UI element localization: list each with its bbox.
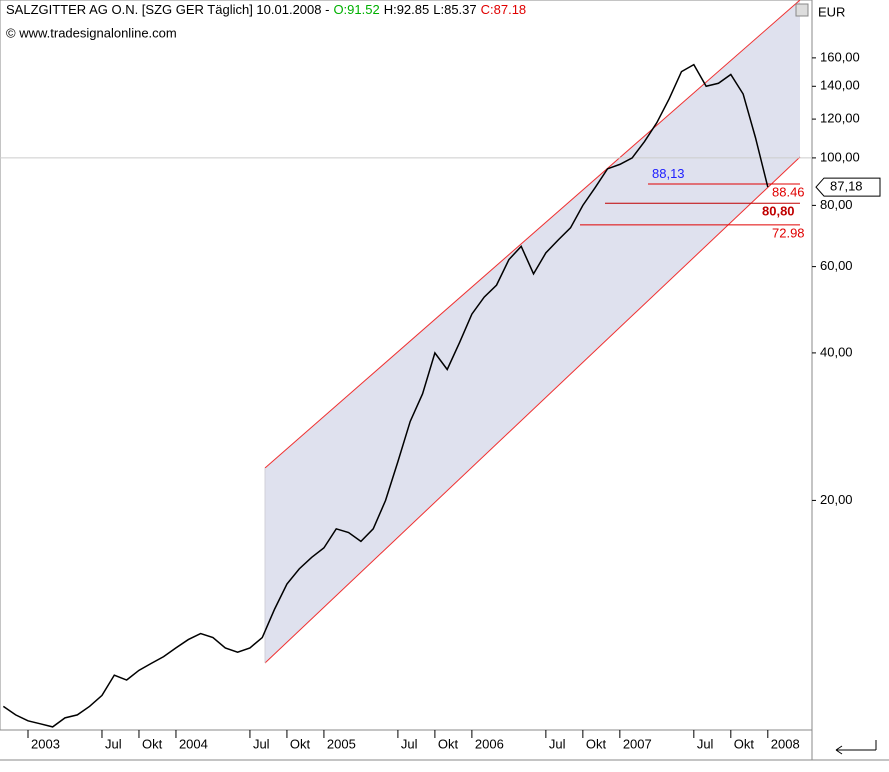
y-tick-label: 40,00 <box>820 344 853 359</box>
ohlc-value: H:92.85 <box>384 2 430 17</box>
x-tick-label: Okt <box>734 736 755 751</box>
annotation: 80,80 <box>762 204 795 219</box>
x-tick-label: Jul <box>401 736 418 751</box>
x-tick-label: Okt <box>586 736 607 751</box>
ohlc-value: L:85.37 <box>433 2 476 17</box>
annotation: 88,13 <box>652 166 685 181</box>
channel-fill <box>265 0 800 663</box>
channel-lower <box>264 156 801 664</box>
price-line <box>2 63 769 728</box>
annotation: 72.98 <box>772 225 805 240</box>
x-tick-label: Okt <box>290 736 311 751</box>
header: SALZGITTER AG O.N. [SZG GER Täglich] 10.… <box>6 2 526 17</box>
x-tick-label: 2003 <box>31 736 60 751</box>
chart-title: SALZGITTER AG O.N. [SZG GER Täglich] 10.… <box>6 2 329 17</box>
y-tick-label: 20,00 <box>820 492 853 507</box>
y-tick-label: 60,00 <box>820 258 853 273</box>
y-tick-label: 100,00 <box>820 149 860 164</box>
x-tick-label: 2006 <box>475 736 504 751</box>
x-tick-label: Jul <box>549 736 566 751</box>
annotation: 88.46 <box>772 184 805 199</box>
y-tick-label: 80,00 <box>820 197 853 212</box>
x-tick-label: Okt <box>142 736 163 751</box>
x-tick-label: 2007 <box>623 736 652 751</box>
source: © www.tradesignalonline.com <box>6 25 177 40</box>
channel-upper <box>264 0 801 469</box>
x-tick-label: Jul <box>697 736 714 751</box>
y-tick-label: 140,00 <box>820 78 860 93</box>
x-tick-label: 2005 <box>327 736 356 751</box>
x-tick-label: 2004 <box>179 736 208 751</box>
scroll-icon[interactable] <box>835 740 877 755</box>
ohlc-value: C:87.18 <box>481 2 527 17</box>
y-tick-label: 160,00 <box>820 49 860 64</box>
last-price-label: 87,18 <box>830 179 863 194</box>
x-tick-label: Jul <box>253 736 270 751</box>
last-price-box <box>815 177 881 197</box>
close-button[interactable] <box>795 3 809 17</box>
unit: EUR <box>818 4 845 19</box>
x-tick-label: Jul <box>105 736 122 751</box>
y-tick-label: 120,00 <box>820 111 860 126</box>
x-tick-label: 2008 <box>771 736 800 751</box>
ohlc-value: O:91.52 <box>333 2 379 17</box>
x-tick-label: Okt <box>438 736 459 751</box>
